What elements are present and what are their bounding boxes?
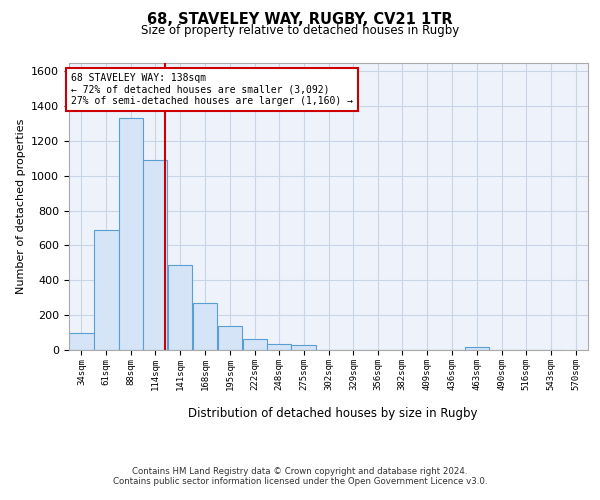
- Text: Distribution of detached houses by size in Rugby: Distribution of detached houses by size …: [188, 408, 478, 420]
- Bar: [292, 345, 316, 350]
- Bar: [168, 264, 192, 350]
- Bar: [465, 346, 489, 350]
- Bar: [69, 334, 94, 350]
- Y-axis label: Number of detached properties: Number of detached properties: [16, 118, 26, 294]
- Bar: [218, 326, 242, 350]
- Text: 68 STAVELEY WAY: 138sqm
← 72% of detached houses are smaller (3,092)
27% of semi: 68 STAVELEY WAY: 138sqm ← 72% of detache…: [71, 73, 353, 106]
- Text: Contains HM Land Registry data © Crown copyright and database right 2024.: Contains HM Land Registry data © Crown c…: [132, 468, 468, 476]
- Bar: [143, 160, 167, 350]
- Bar: [193, 303, 217, 350]
- Text: Size of property relative to detached houses in Rugby: Size of property relative to detached ho…: [141, 24, 459, 37]
- Bar: [242, 338, 267, 350]
- Text: Contains public sector information licensed under the Open Government Licence v3: Contains public sector information licen…: [113, 478, 487, 486]
- Bar: [119, 118, 143, 350]
- Text: 68, STAVELEY WAY, RUGBY, CV21 1TR: 68, STAVELEY WAY, RUGBY, CV21 1TR: [147, 12, 453, 28]
- Bar: [94, 230, 119, 350]
- Bar: [266, 344, 291, 350]
